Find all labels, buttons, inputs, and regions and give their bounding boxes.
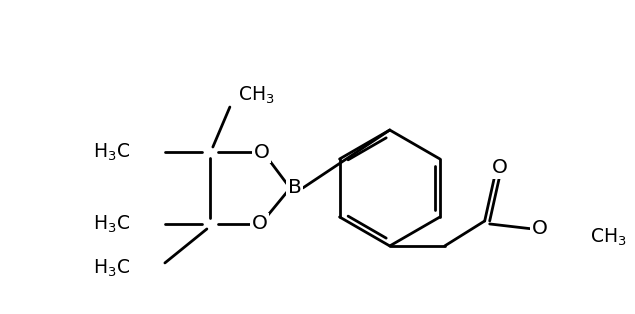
- Text: O: O: [252, 214, 268, 233]
- Text: B: B: [288, 178, 302, 198]
- Text: CH$_3$: CH$_3$: [590, 226, 626, 248]
- Text: O: O: [531, 219, 547, 238]
- Text: H$_3$C: H$_3$C: [93, 213, 130, 235]
- Text: CH$_3$: CH$_3$: [237, 84, 274, 106]
- Text: H$_3$C: H$_3$C: [93, 257, 130, 279]
- Text: O: O: [254, 143, 270, 161]
- Text: H$_3$C: H$_3$C: [93, 141, 130, 163]
- Text: O: O: [491, 159, 507, 177]
